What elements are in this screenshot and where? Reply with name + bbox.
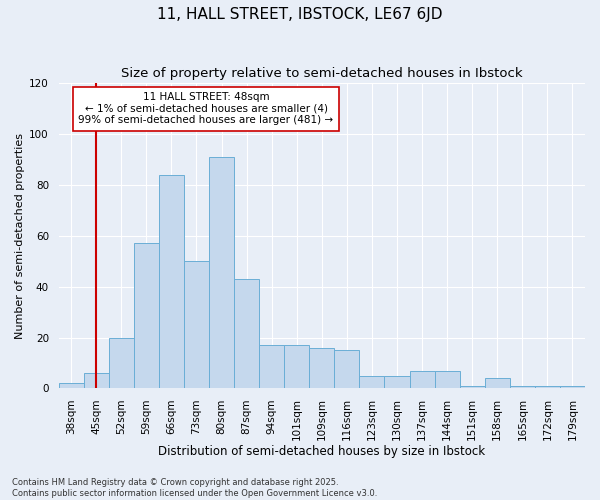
Bar — [359, 376, 385, 388]
Bar — [460, 386, 485, 388]
Title: Size of property relative to semi-detached houses in Ibstock: Size of property relative to semi-detach… — [121, 68, 523, 80]
Bar — [410, 370, 434, 388]
Bar — [109, 338, 134, 388]
Bar — [159, 174, 184, 388]
Bar — [334, 350, 359, 389]
Bar — [209, 157, 234, 388]
X-axis label: Distribution of semi-detached houses by size in Ibstock: Distribution of semi-detached houses by … — [158, 444, 485, 458]
Bar — [560, 386, 585, 388]
Bar — [385, 376, 410, 388]
Bar — [84, 373, 109, 388]
Bar — [284, 345, 309, 389]
Bar — [309, 348, 334, 389]
Bar — [434, 370, 460, 388]
Bar — [184, 261, 209, 388]
Bar — [134, 244, 159, 388]
Text: 11 HALL STREET: 48sqm
← 1% of semi-detached houses are smaller (4)
99% of semi-d: 11 HALL STREET: 48sqm ← 1% of semi-detac… — [79, 92, 334, 126]
Bar — [234, 279, 259, 388]
Text: 11, HALL STREET, IBSTOCK, LE67 6JD: 11, HALL STREET, IBSTOCK, LE67 6JD — [157, 8, 443, 22]
Bar — [59, 384, 84, 388]
Y-axis label: Number of semi-detached properties: Number of semi-detached properties — [15, 133, 25, 339]
Text: Contains HM Land Registry data © Crown copyright and database right 2025.
Contai: Contains HM Land Registry data © Crown c… — [12, 478, 377, 498]
Bar — [259, 345, 284, 389]
Bar — [485, 378, 510, 388]
Bar — [510, 386, 535, 388]
Bar — [535, 386, 560, 388]
